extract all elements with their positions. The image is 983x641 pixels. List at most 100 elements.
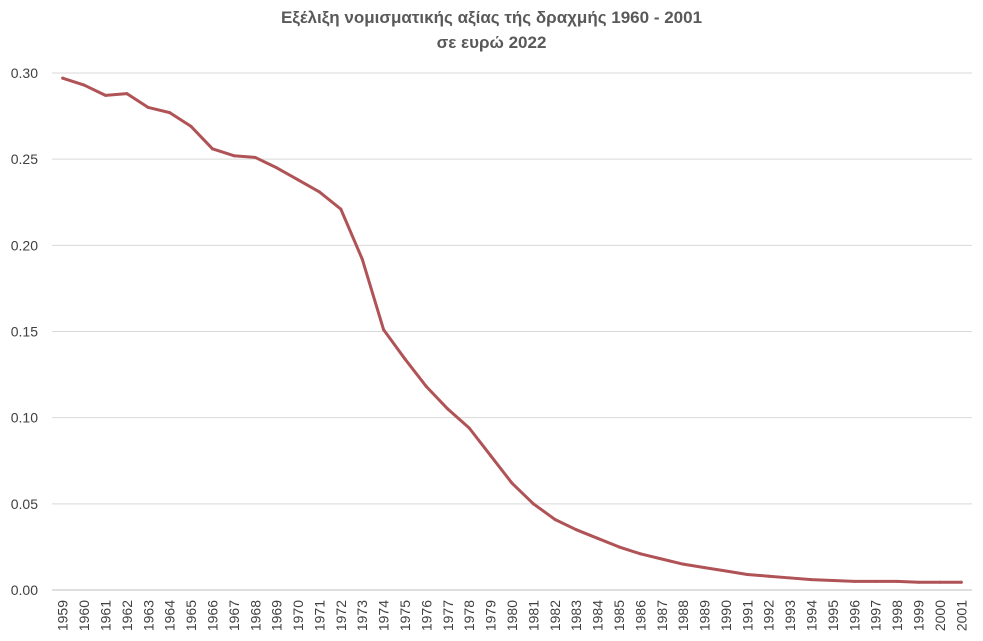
data-point [681, 562, 685, 566]
data-point [596, 536, 600, 540]
x-tick-label: 1996 [846, 600, 862, 631]
data-point [617, 545, 621, 549]
data-point [553, 517, 557, 521]
x-tick-label: 1959 [55, 600, 71, 631]
data-point [531, 502, 535, 506]
x-tick-label: 1990 [718, 600, 734, 631]
x-tick-label: 1987 [654, 600, 670, 631]
data-point [382, 328, 386, 332]
x-tick-label: 1999 [911, 600, 927, 631]
x-tick-label: 1992 [761, 600, 777, 631]
data-point [210, 147, 214, 151]
data-point [146, 105, 150, 109]
x-tick-label: 1963 [140, 600, 156, 631]
x-tick-label: 2001 [953, 600, 969, 631]
data-point [424, 385, 428, 389]
x-tick-label: 1978 [461, 600, 477, 631]
series-line [61, 76, 963, 584]
data-point [168, 111, 172, 115]
x-tick-label: 1970 [290, 600, 306, 631]
x-tick-label: 1982 [547, 600, 563, 631]
x-tick-label: 1979 [483, 600, 499, 631]
data-point [125, 92, 129, 96]
x-tick-label: 1995 [825, 600, 841, 631]
data-point [510, 481, 514, 485]
x-tick-label: 1975 [397, 600, 413, 631]
x-tick-label: 1971 [311, 600, 327, 631]
data-point [317, 190, 321, 194]
y-tick-label: 0.25 [11, 151, 38, 167]
x-tick-label: 1997 [868, 600, 884, 631]
x-tick-label: 1998 [889, 600, 905, 631]
data-point [788, 576, 792, 580]
data-point [959, 580, 963, 584]
series-layer [61, 76, 963, 584]
x-tick-label: 1980 [504, 600, 520, 631]
data-point [810, 578, 814, 582]
data-point [938, 580, 942, 584]
x-axis-ticks: 1959 1960 1961 1962 1963 1964 1965 1966 1967 1968… [55, 600, 970, 631]
x-tick-label: 1981 [525, 600, 541, 631]
data-point [703, 566, 707, 570]
data-point [745, 572, 749, 576]
data-point [724, 569, 728, 573]
x-tick-label: 1993 [782, 600, 798, 631]
data-point [874, 579, 878, 583]
data-point [360, 257, 364, 261]
x-tick-label: 1965 [183, 600, 199, 631]
data-point [917, 580, 921, 584]
chart-title: Εξέλιξη νομισματικής αξίας τής δραχμής 1… [280, 8, 703, 27]
data-point [574, 528, 578, 532]
y-axis-ticks: 0.00 0.05 0.10 0.15 0.20 0.25 0.30 [11, 65, 38, 598]
x-tick-label: 1985 [611, 600, 627, 631]
data-point [467, 426, 471, 430]
data-point [767, 574, 771, 578]
data-point [852, 579, 856, 583]
data-point [895, 579, 899, 583]
x-tick-label: 1983 [568, 600, 584, 631]
x-tick-label: 1967 [226, 600, 242, 631]
x-tick-label: 1972 [333, 600, 349, 631]
x-tick-label: 1969 [269, 600, 285, 631]
x-tick-label: 1989 [697, 600, 713, 631]
x-tick-label: 1964 [162, 600, 178, 631]
x-tick-label: 1988 [675, 600, 691, 631]
y-tick-label: 0.05 [11, 496, 38, 512]
x-tick-label: 1973 [354, 600, 370, 631]
y-tick-label: 0.10 [11, 410, 38, 426]
chart-subtitle: σε ευρώ 2022 [436, 33, 547, 52]
data-point [189, 124, 193, 128]
x-tick-label: 1977 [440, 600, 456, 631]
data-point [339, 207, 343, 211]
gridlines [52, 72, 972, 591]
data-point [275, 166, 279, 170]
data-point [831, 579, 835, 583]
data-point [489, 454, 493, 458]
data-point [103, 93, 107, 97]
data-point [82, 83, 86, 87]
x-tick-label: 1994 [804, 600, 820, 631]
x-tick-label: 1966 [204, 600, 220, 631]
x-tick-label: 1976 [418, 600, 434, 631]
data-point [232, 154, 236, 158]
x-tick-label: 1991 [739, 600, 755, 631]
data-point [446, 407, 450, 411]
x-tick-label: 1960 [76, 600, 92, 631]
y-tick-label: 0.20 [11, 237, 38, 253]
data-point [296, 178, 300, 182]
data-point [638, 552, 642, 556]
data-point [403, 357, 407, 361]
data-point [61, 76, 65, 80]
x-tick-label: 1961 [97, 600, 113, 631]
x-tick-label: 1974 [376, 600, 392, 631]
y-tick-label: 0.15 [11, 324, 38, 340]
x-tick-label: 1968 [247, 600, 263, 631]
x-tick-label: 2000 [932, 600, 948, 631]
x-tick-label: 1986 [632, 600, 648, 631]
data-point [660, 557, 664, 561]
y-tick-label: 0.00 [11, 582, 38, 598]
x-tick-label: 1984 [590, 600, 606, 631]
x-tick-label: 1962 [119, 600, 135, 631]
data-point [253, 155, 257, 159]
